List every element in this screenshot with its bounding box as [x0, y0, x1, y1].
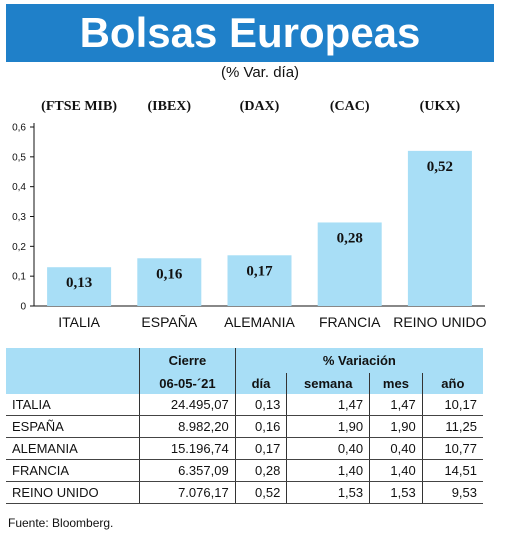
y-tick-label: 0,1	[12, 272, 26, 283]
row-mes: 1,53	[369, 481, 423, 504]
bar	[317, 222, 382, 306]
category-label: ESPAÑA	[141, 314, 197, 330]
table-header-row-1: Cierre % Variación	[6, 348, 483, 373]
bar-value-label: 0,17	[246, 263, 273, 279]
header-blank-2	[6, 373, 141, 394]
header-mes: mes	[369, 373, 423, 394]
category-label: ITALIA	[58, 314, 100, 330]
index-label: (DAX)	[240, 99, 280, 114]
row-name: FRANCIA	[6, 459, 141, 482]
bar-value-label: 0,16	[156, 266, 183, 282]
bar	[47, 267, 112, 306]
row-cierre: 7.076,17	[139, 481, 236, 504]
bar-value-label: 0,28	[337, 230, 363, 246]
row-cierre: 15.196,74	[139, 437, 236, 460]
bar	[137, 258, 202, 306]
y-tick-label: 0,3	[12, 212, 26, 223]
y-tick-label: 0	[20, 302, 26, 313]
table-row: ALEMANIA 15.196,74 0,17 0,40 0,40 10,77	[6, 437, 483, 460]
row-semana: 1,90	[286, 415, 371, 438]
category-label: FRANCIA	[319, 314, 381, 330]
row-dia: 0,28	[235, 459, 288, 482]
row-dia: 0,16	[235, 415, 288, 438]
header-blank	[6, 348, 141, 373]
bar-value-label: 0,13	[66, 275, 92, 291]
row-anio: 10,77	[422, 437, 483, 460]
index-label: (FTSE MIB)	[41, 99, 117, 114]
data-table: Cierre % Variación 06-05-´21 día semana …	[6, 348, 483, 504]
row-mes: 1,40	[369, 459, 423, 482]
row-name: ESPAÑA	[6, 415, 141, 438]
table-header-row-2: 06-05-´21 día semana mes año	[6, 373, 483, 394]
header-dia: día	[235, 373, 288, 394]
y-tick-label: 0,5	[12, 152, 26, 163]
row-semana: 1,53	[286, 481, 371, 504]
row-mes: 1,47	[369, 394, 423, 416]
row-cierre: 6.357,09	[139, 459, 236, 482]
header-date: 06-05-´21	[139, 373, 236, 394]
y-tick-label: 0,4	[12, 182, 26, 193]
y-tick-label: 0,6	[12, 123, 26, 134]
category-label: REINO UNIDO	[393, 314, 486, 330]
row-dia: 0,13	[235, 394, 288, 416]
row-anio: 9,53	[422, 481, 483, 504]
source-note: Fuente: Bloomberg.	[8, 516, 114, 530]
bar	[227, 255, 292, 306]
row-semana: 1,47	[286, 394, 371, 416]
bar	[407, 150, 472, 306]
row-semana: 0,40	[286, 437, 371, 460]
index-label: (UKX)	[420, 99, 461, 114]
row-name: ALEMANIA	[6, 437, 141, 460]
row-dia: 0,17	[235, 437, 288, 460]
row-name: ITALIA	[6, 394, 141, 416]
table-row: FRANCIA 6.357,09 0,28 1,40 1,40 14,51	[6, 459, 483, 482]
category-label: ALEMANIA	[224, 314, 295, 330]
bar-value-label: 0,52	[427, 159, 453, 175]
chart-subtitle: (% Var. día)	[220, 64, 300, 81]
row-name: REINO UNIDO	[6, 481, 141, 504]
row-cierre: 8.982,20	[139, 415, 236, 438]
header-cierre: Cierre	[139, 348, 236, 373]
bar-chart: 0 0,1 0,2 0,3 0,4 0,5 0,6 0,13 (FTSE MIB) ITALIA 0…	[12, 99, 487, 330]
header-variacion: % Variación	[235, 348, 483, 373]
table-row: ESPAÑA 8.982,20 0,16 1,90 1,90 11,25	[6, 415, 483, 438]
header-semana: semana	[286, 373, 371, 394]
y-tick-label: 0,2	[12, 242, 26, 253]
row-dia: 0,52	[235, 481, 288, 504]
row-anio: 10,17	[422, 394, 483, 416]
row-mes: 1,90	[369, 415, 423, 438]
header-anio: año	[422, 373, 483, 394]
row-cierre: 24.495,07	[139, 394, 236, 416]
table-row: REINO UNIDO 7.076,17 0,52 1,53 1,53 9,53	[6, 481, 483, 504]
table-row: ITALIA 24.495,07 0,13 1,47 1,47 10,17	[6, 394, 483, 416]
row-mes: 0,40	[369, 437, 423, 460]
row-anio: 11,25	[422, 415, 483, 438]
row-anio: 14,51	[422, 459, 483, 482]
title-banner: Bolsas Europeas	[6, 4, 494, 62]
index-label: (IBEX)	[148, 99, 192, 114]
index-label: (CAC)	[330, 99, 370, 114]
row-semana: 1,40	[286, 459, 371, 482]
